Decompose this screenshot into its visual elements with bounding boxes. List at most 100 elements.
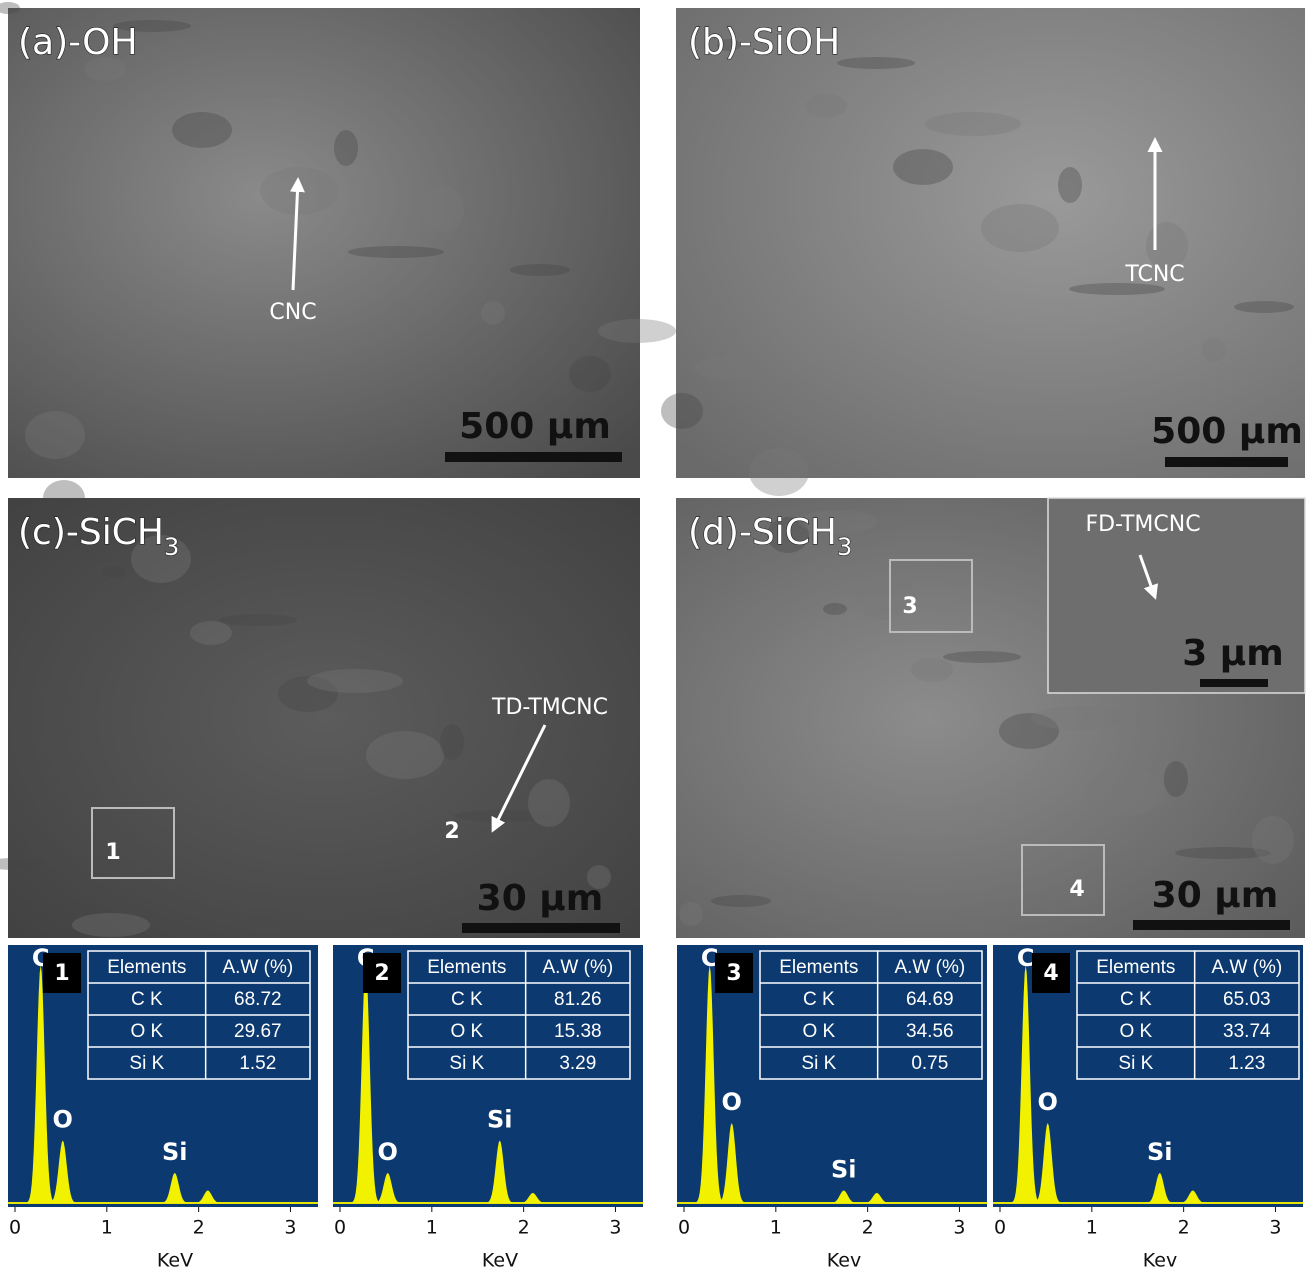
table-cell: O K bbox=[1119, 1021, 1152, 1042]
texture bbox=[510, 264, 570, 276]
table-cell: A.W (%) bbox=[542, 957, 613, 978]
texture bbox=[1031, 706, 1127, 730]
table-cell: 1.23 bbox=[1228, 1053, 1265, 1074]
texture bbox=[569, 356, 611, 392]
inset-scale-label: 3 µm bbox=[1182, 633, 1284, 674]
texture bbox=[598, 319, 676, 343]
texture bbox=[693, 356, 771, 380]
texture bbox=[661, 393, 703, 429]
table-cell: 15.38 bbox=[554, 1021, 602, 1042]
subscript: 3 bbox=[837, 533, 852, 561]
annotation: TD-TMCNC bbox=[491, 695, 608, 720]
table-cell: C K bbox=[803, 989, 835, 1010]
table-cell: Elements bbox=[779, 957, 858, 978]
texture bbox=[679, 902, 703, 926]
texture bbox=[1164, 761, 1188, 797]
annotation: TCNC bbox=[1124, 262, 1184, 287]
texture bbox=[1087, 768, 1165, 816]
peak-label: O bbox=[722, 1088, 742, 1116]
x-tick-label: 3 bbox=[609, 1217, 621, 1239]
texture bbox=[1202, 338, 1226, 362]
table-cell: Si K bbox=[1118, 1053, 1153, 1074]
table-cell: C K bbox=[131, 989, 163, 1010]
x-tick-label: 2 bbox=[1178, 1217, 1190, 1239]
peak-label: O bbox=[1038, 1088, 1058, 1116]
x-tick-label: 0 bbox=[9, 1217, 21, 1239]
scale-label: 30 µm bbox=[1152, 875, 1279, 916]
spectrum-number: 3 bbox=[726, 961, 741, 986]
x-tick-label: 0 bbox=[994, 1217, 1006, 1239]
region-label: 1 bbox=[105, 840, 120, 865]
texture bbox=[943, 651, 1021, 663]
x-tick-label: 3 bbox=[1269, 1217, 1281, 1239]
texture bbox=[911, 658, 953, 682]
table-cell: C K bbox=[451, 989, 483, 1010]
x-tick-label: 0 bbox=[334, 1217, 346, 1239]
texture bbox=[201, 75, 297, 99]
region-label: 4 bbox=[1069, 877, 1084, 902]
texture bbox=[190, 621, 232, 645]
subscript: 3 bbox=[164, 533, 179, 561]
scale-bar bbox=[1133, 920, 1290, 930]
table-cell: Si K bbox=[129, 1053, 164, 1074]
spectrum-number: 4 bbox=[1043, 961, 1058, 986]
texture bbox=[711, 895, 771, 907]
texture bbox=[219, 614, 297, 626]
peak-label: O bbox=[53, 1106, 73, 1134]
texture bbox=[805, 94, 847, 118]
x-tick-label: 1 bbox=[770, 1217, 782, 1239]
peak-label: Si bbox=[162, 1138, 188, 1166]
table-cell: C K bbox=[1120, 989, 1152, 1010]
texture bbox=[837, 57, 915, 69]
table-cell: 34.56 bbox=[906, 1021, 954, 1042]
table-cell: O K bbox=[802, 1021, 835, 1042]
texture bbox=[981, 204, 1059, 252]
table-cell: 0.75 bbox=[911, 1053, 948, 1074]
table-cell: Si K bbox=[449, 1053, 484, 1074]
texture bbox=[25, 411, 85, 459]
table-cell: A.W (%) bbox=[894, 957, 965, 978]
inset-scale-bar bbox=[1200, 679, 1268, 687]
peak-label: Si bbox=[1147, 1138, 1173, 1166]
texture bbox=[422, 185, 464, 233]
table-cell: Elements bbox=[427, 957, 506, 978]
x-tick-label: 1 bbox=[101, 1217, 113, 1239]
table-cell: A.W (%) bbox=[1211, 957, 1282, 978]
region-label: 2 bbox=[444, 819, 459, 844]
texture bbox=[1234, 301, 1294, 313]
x-tick-label: 2 bbox=[193, 1217, 205, 1239]
x-tick-label: 0 bbox=[678, 1217, 690, 1239]
scale-bar bbox=[1165, 457, 1288, 467]
texture bbox=[348, 246, 444, 258]
texture bbox=[1252, 816, 1294, 864]
texture bbox=[528, 779, 570, 827]
scale-label: 500 µm bbox=[459, 406, 611, 447]
panel-label: (a)-OH bbox=[18, 22, 138, 63]
table-cell: 81.26 bbox=[554, 989, 602, 1010]
texture bbox=[481, 301, 505, 325]
eds-spectrum: COSi3ElementsA.W (%)C K64.69O K34.56Si K… bbox=[677, 944, 987, 1272]
x-tick-label: 3 bbox=[284, 1217, 296, 1239]
scale-label: 500 µm bbox=[1151, 411, 1303, 452]
texture bbox=[893, 149, 953, 185]
x-tick-label: 1 bbox=[426, 1217, 438, 1239]
spectrum-number: 1 bbox=[54, 961, 69, 986]
texture bbox=[366, 731, 444, 779]
x-axis-label: KeV bbox=[482, 1250, 518, 1272]
x-tick-label: 1 bbox=[1086, 1217, 1098, 1239]
texture bbox=[749, 448, 809, 496]
spectrum-number: 2 bbox=[374, 961, 389, 986]
table-cell: 64.69 bbox=[906, 989, 954, 1010]
table-cell: 65.03 bbox=[1223, 989, 1271, 1010]
peak-label: C bbox=[1017, 944, 1035, 972]
table-cell: Si K bbox=[801, 1053, 836, 1074]
x-tick-label: 2 bbox=[862, 1217, 874, 1239]
scale-bar bbox=[445, 452, 622, 462]
texture bbox=[925, 112, 1021, 136]
